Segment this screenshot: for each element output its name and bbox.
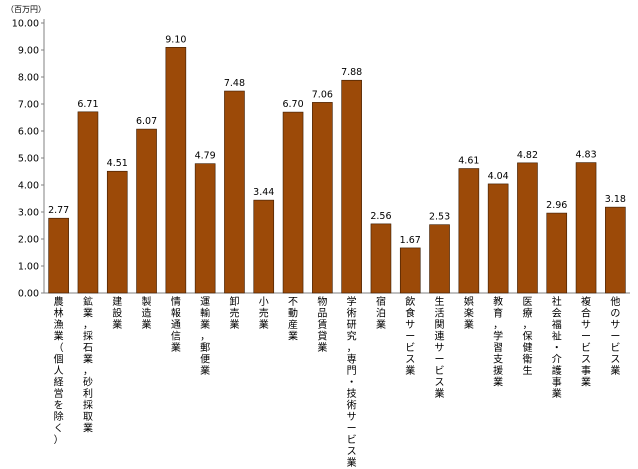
data-label: 4.82 — [517, 150, 538, 161]
bar — [370, 223, 392, 294]
axes — [43, 19, 630, 294]
data-label: 4.04 — [488, 171, 509, 182]
x-tick-label: 物品賃貸業 — [317, 295, 327, 354]
x-tick-label: 医療，保健衛生 — [522, 296, 532, 377]
x-tick-label: 卸売業 — [229, 295, 239, 331]
unit-label: （百万円） — [6, 5, 46, 14]
data-label: 7.88 — [341, 67, 362, 78]
data-label: 1.67 — [400, 235, 421, 246]
bar — [106, 170, 128, 294]
x-tick-label: 農林漁業（個人経営を除く） — [54, 295, 64, 446]
data-label: 2.56 — [370, 211, 391, 222]
data-label: 4.51 — [107, 158, 128, 169]
x-tick-label: 複合サービス事業 — [581, 295, 591, 389]
bar — [341, 79, 362, 294]
data-label: 3.44 — [253, 187, 274, 198]
x-tick-label: 飲食サービス業 — [405, 295, 415, 377]
bar — [165, 46, 187, 294]
y-tick-label: 4.00 — [18, 181, 39, 192]
data-label: 9.10 — [165, 34, 186, 45]
x-tick-label: 製造業 — [142, 295, 152, 331]
x-tick-label: 社会福祉・介護事業 — [552, 295, 562, 400]
x-tick-label: 生活関連サービス業 — [435, 295, 445, 400]
x-tick-label: 宿泊業 — [376, 295, 386, 331]
y-tick-label: 9.00 — [18, 46, 39, 57]
bar — [282, 111, 304, 294]
data-label: 4.79 — [195, 151, 216, 162]
bar — [399, 247, 421, 294]
bar — [517, 162, 538, 294]
x-tick-label: 情報通信業 — [171, 295, 181, 354]
x-tick-label: 小売業 — [259, 296, 269, 331]
bar — [487, 183, 509, 294]
data-labels: 2.77 6.71 4.51 6.07 9.10 4.79 7.48 3.44 6.70 7.06… — [48, 34, 626, 246]
data-label: 2.77 — [48, 205, 69, 216]
y-tick-label: 1.00 — [18, 262, 39, 273]
bar — [458, 168, 480, 294]
data-label: 3.18 — [605, 194, 626, 205]
y-tick-label: 7.00 — [18, 100, 39, 111]
category-labels: 農林漁業（個人経営を除く） 鉱業，採石業，砂利採取業 建設業 製造業 情報通信業 運輸業，… — [54, 295, 621, 469]
bar — [224, 90, 245, 294]
data-label: 4.61 — [458, 156, 479, 167]
bar — [605, 206, 626, 294]
bar — [429, 224, 450, 294]
y-tick-label: 8.00 — [18, 73, 39, 84]
data-label: 2.96 — [546, 200, 567, 211]
bar — [48, 217, 69, 294]
data-label: 6.71 — [77, 99, 98, 110]
x-tick-label: 娯楽業 — [464, 295, 474, 331]
y-tick-label: 3.00 — [18, 208, 39, 219]
data-label: 6.07 — [136, 116, 157, 127]
x-tick-label: 運輸業，郵便業 — [200, 296, 210, 377]
bar — [575, 162, 597, 294]
bar — [253, 199, 275, 294]
x-tick-label: 教育，学習支援業 — [493, 295, 503, 389]
bar — [312, 102, 333, 294]
data-label: 6.70 — [282, 99, 303, 110]
x-tick-label: 学術研究，専門・技術サービス業 — [347, 295, 357, 469]
bar — [77, 111, 99, 294]
x-tick-label: 建設業 — [112, 295, 122, 331]
data-label: 7.48 — [224, 78, 245, 89]
y-tick-label: 2.00 — [18, 235, 39, 246]
bar — [546, 212, 568, 294]
bar — [194, 163, 216, 294]
bars — [48, 46, 626, 294]
y-tick-label: 0.00 — [18, 289, 39, 300]
bar — [136, 128, 157, 294]
x-tick-label: 不動産業 — [288, 297, 298, 343]
y-axis-ticks: 0.00 1.00 2.00 3.00 4.00 5.00 6.00 7.00 8.00 9.00… — [12, 19, 44, 300]
y-tick-label: 5.00 — [18, 154, 39, 165]
data-label: 4.83 — [575, 150, 596, 161]
x-tick-label: 鉱業，採石業，砂利採取業 — [83, 295, 93, 435]
x-tick-label: 他のサービス業 — [610, 295, 620, 377]
data-label: 7.06 — [312, 89, 333, 100]
data-label: 2.53 — [429, 212, 450, 223]
y-tick-label: 10.00 — [12, 19, 39, 30]
y-tick-label: 6.00 — [18, 127, 39, 138]
